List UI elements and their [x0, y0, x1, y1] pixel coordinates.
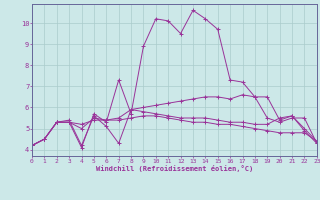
- X-axis label: Windchill (Refroidissement éolien,°C): Windchill (Refroidissement éolien,°C): [96, 165, 253, 172]
